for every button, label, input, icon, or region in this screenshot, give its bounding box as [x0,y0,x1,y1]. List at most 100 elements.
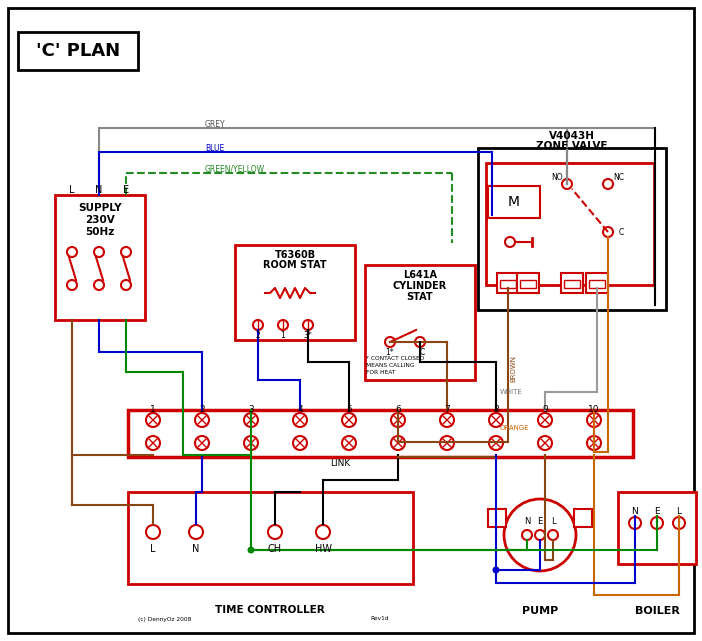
Text: PUMP: PUMP [522,606,558,616]
Text: BROWN: BROWN [510,354,516,381]
Circle shape [440,413,454,427]
Bar [486,163,654,285]
Circle shape [67,280,77,290]
Circle shape [505,237,515,247]
Bar [235,245,355,340]
Circle shape [651,517,663,529]
Text: 5: 5 [346,404,352,413]
Circle shape [342,436,356,450]
Circle shape [278,320,288,330]
Circle shape [248,547,255,553]
Circle shape [493,567,500,574]
Text: N: N [524,517,530,526]
Circle shape [94,247,104,257]
Text: N: N [95,185,102,195]
Bar [618,492,696,564]
Text: 9: 9 [542,404,548,413]
Circle shape [385,337,395,347]
Text: 1: 1 [150,404,156,413]
Circle shape [67,247,77,257]
Bar [589,280,605,288]
Circle shape [253,320,263,330]
Circle shape [548,530,558,540]
Circle shape [121,280,131,290]
Text: 10: 10 [588,404,600,413]
Bar [365,265,475,380]
Text: GREEN/YELLOW: GREEN/YELLOW [205,165,265,174]
Circle shape [146,413,160,427]
Circle shape [195,436,209,450]
Text: ORANGE: ORANGE [500,425,529,431]
Text: T6360B: T6360B [274,250,316,260]
Circle shape [504,499,576,571]
Text: LINK: LINK [330,458,350,467]
Bar [488,186,540,218]
Text: L: L [150,544,156,554]
Text: STAT: STAT [406,292,433,302]
Text: ZONE VALVE: ZONE VALVE [536,141,608,151]
Text: BLUE: BLUE [205,144,224,153]
Bar [564,280,580,288]
Text: 8: 8 [493,404,499,413]
Bar [497,273,519,293]
Text: TIME CONTROLLER: TIME CONTROLLER [215,605,325,615]
Bar [128,410,633,457]
Text: N: N [192,544,199,554]
Circle shape [522,530,532,540]
Circle shape [268,525,282,539]
Text: 4: 4 [297,404,303,413]
Text: NC: NC [614,172,625,181]
Bar [586,273,608,293]
Text: V4043H: V4043H [549,131,595,141]
Bar [574,509,592,527]
Text: 2: 2 [256,331,260,340]
Text: CYLINDER: CYLINDER [393,281,447,291]
Text: E: E [123,185,129,195]
Circle shape [293,413,307,427]
Bar [488,509,506,527]
Text: M: M [508,195,520,209]
Circle shape [562,179,572,189]
Circle shape [146,525,160,539]
Text: * CONTACT CLOSED: * CONTACT CLOSED [366,356,424,360]
Bar [520,280,536,288]
Text: E: E [537,517,543,526]
Circle shape [440,436,454,450]
Text: BOILER: BOILER [635,606,680,616]
Text: C: C [419,347,425,356]
Text: CH: CH [268,544,282,554]
Text: HW: HW [314,544,331,554]
Text: 7: 7 [444,404,450,413]
Circle shape [94,280,104,290]
Text: 2: 2 [199,404,205,413]
Bar [478,148,666,310]
Bar [18,32,138,70]
Text: (c) DennyOz 2008: (c) DennyOz 2008 [138,617,192,622]
Text: Rev1d: Rev1d [370,617,388,622]
Text: 230V: 230V [85,215,115,225]
Text: L: L [677,506,682,515]
Circle shape [629,517,641,529]
Text: WHITE: WHITE [500,389,523,395]
Circle shape [342,413,356,427]
Text: E: E [654,506,660,515]
Circle shape [303,320,313,330]
Circle shape [489,436,503,450]
Text: 6: 6 [395,404,401,413]
Text: MEANS CALLING: MEANS CALLING [366,363,414,367]
Text: L: L [69,185,74,195]
Circle shape [189,525,203,539]
Circle shape [391,413,405,427]
Circle shape [538,413,552,427]
Circle shape [489,413,503,427]
Circle shape [538,436,552,450]
Text: L: L [550,517,555,526]
Circle shape [415,337,425,347]
Circle shape [121,247,131,257]
Text: ROOM STAT: ROOM STAT [263,260,327,270]
Circle shape [673,517,685,529]
Circle shape [603,179,613,189]
Text: 50Hz: 50Hz [86,227,114,237]
Bar [128,492,413,584]
Text: 1*: 1* [385,347,395,356]
